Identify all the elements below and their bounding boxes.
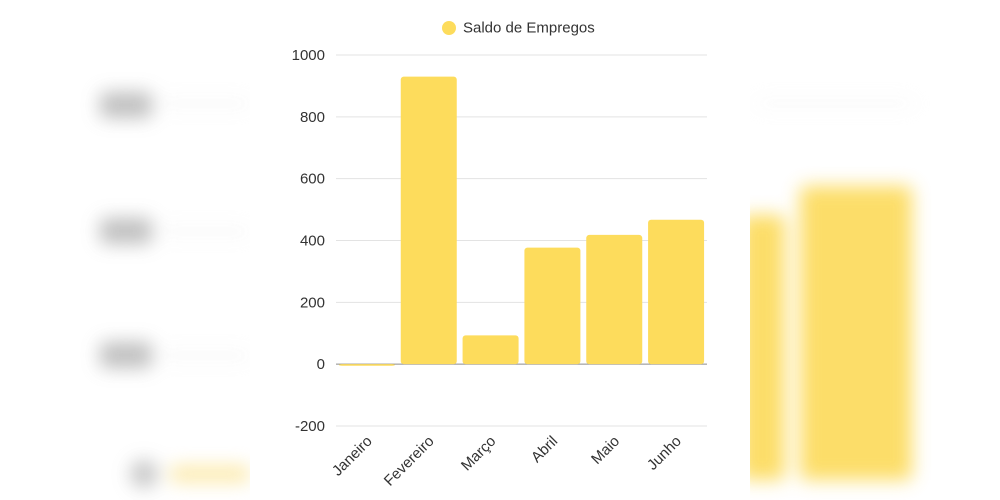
x-tick-label: Janeiro (329, 433, 376, 480)
x-axis-ticks: Janeiro Fevereiro Março Abril Maio Junho (329, 433, 685, 490)
y-tick-label: 600 (300, 171, 325, 188)
x-tick-label: Junho (644, 433, 685, 474)
y-tick-label: 0 (317, 356, 325, 373)
y-tick-label: 400 (300, 233, 325, 250)
bar (400, 76, 457, 365)
legend: Saldo de Empregos (442, 20, 595, 37)
grid (336, 54, 707, 427)
x-tick-label: Fevereiro (381, 433, 438, 490)
y-tick-label: 200 (300, 294, 325, 311)
legend-label: Saldo de Empregos (463, 20, 595, 37)
bars (338, 76, 705, 366)
y-tick-label: 1000 (292, 47, 325, 64)
y-tick-label: -200 (295, 418, 325, 435)
legend-swatch (442, 21, 456, 35)
bar (462, 335, 519, 365)
bar (586, 234, 643, 365)
x-tick-label: Abril (528, 433, 561, 466)
y-axis-ticks: -200 0 200 400 600 800 1000 (292, 47, 325, 435)
bar (648, 219, 705, 365)
bar (524, 247, 581, 365)
y-tick-label: 800 (300, 109, 325, 126)
x-tick-label: Março (458, 433, 499, 474)
bar (338, 364, 395, 366)
x-tick-label: Maio (588, 433, 623, 468)
